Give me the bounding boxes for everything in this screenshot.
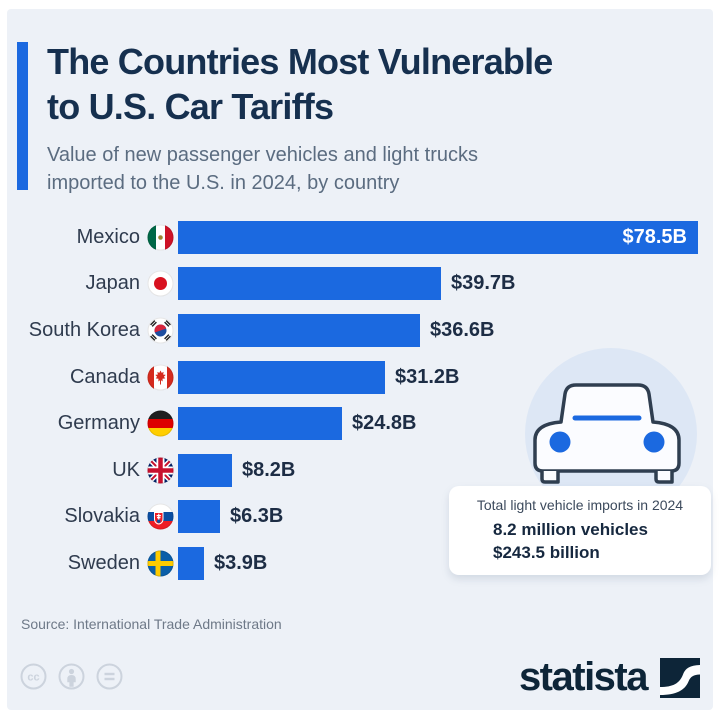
flag-gb-icon <box>147 457 174 484</box>
country-flag <box>147 457 174 484</box>
chart-row: Slovakia $6.3B <box>0 494 712 541</box>
row-label-group: Sweden <box>0 550 174 577</box>
flag-de-icon <box>147 410 174 437</box>
country-flag <box>147 503 174 530</box>
flag-kr-icon <box>147 317 174 344</box>
value-label: $31.2B <box>395 365 460 388</box>
country-flag <box>147 364 174 391</box>
row-label-group: Slovakia <box>0 503 174 530</box>
chart-row: UK $8.2B <box>0 447 712 494</box>
flag-mx-icon <box>147 224 174 251</box>
country-label: UK <box>112 458 140 481</box>
row-label-group: Canada <box>0 364 174 391</box>
value-label: $8.2B <box>242 458 296 481</box>
license-icons: cc <box>20 663 123 690</box>
bar-ca <box>178 360 385 394</box>
flag-se-icon <box>147 550 174 577</box>
chart-row: Sweden $3.9B <box>0 540 712 587</box>
svg-text:cc: cc <box>27 672 39 684</box>
country-label: Japan <box>85 272 141 295</box>
page-subtitle: Value of new passenger vehicles and ligh… <box>47 141 478 197</box>
subtitle-line-1: Value of new passenger vehicles and ligh… <box>47 144 478 166</box>
row-label-group: South Korea <box>0 317 174 344</box>
flag-ca-icon <box>147 364 174 391</box>
row-label-group: Mexico <box>0 224 174 251</box>
chart-row: Canada $31.2B <box>0 354 712 401</box>
chart-row: Germany $24.8B <box>0 400 712 447</box>
row-label-group: UK <box>0 457 174 484</box>
source-text: Source: International Trade Administrati… <box>21 616 282 632</box>
page-title: The Countries Most Vulnerable to U.S. Ca… <box>47 39 553 129</box>
bar-se <box>178 546 204 580</box>
country-flag <box>147 270 174 297</box>
car-headlight-left <box>549 431 571 453</box>
country-label: Canada <box>69 365 140 388</box>
license-cc-icon: cc <box>20 663 47 690</box>
country-label: Germany <box>57 412 140 435</box>
value-label: $78.5B <box>622 225 688 248</box>
bar-de <box>178 407 342 441</box>
license-by-icon <box>58 663 85 690</box>
statista-wordmark: statista <box>518 655 649 699</box>
license-nd-icon <box>96 663 123 690</box>
country-label: Mexico <box>76 225 140 248</box>
value-label: $39.7B <box>451 272 516 295</box>
callout-heading: Total light vehicle imports in 2024 <box>476 497 684 513</box>
title-line-2: to U.S. Car Tariffs <box>47 86 334 127</box>
bar-jp <box>178 267 441 301</box>
chart-row: Mexico $78.5B <box>0 214 712 261</box>
title-line-1: The Countries Most Vulnerable <box>47 41 553 82</box>
callout-stats: 8.2 million vehicles $243.5 billion <box>493 518 711 564</box>
row-label-group: Germany <box>0 410 174 437</box>
callout-stat-value: $243.5 billion <box>493 543 600 562</box>
bar-kr <box>178 313 420 347</box>
bar-chart: Mexico $78.5B Japan $39.7B South Korea $36.6B… <box>0 214 712 587</box>
row-label-group: Japan <box>0 270 174 297</box>
callout-card: Total light vehicle imports in 2024 8.2 … <box>449 486 711 575</box>
country-label: Sweden <box>67 551 140 574</box>
car-icon <box>533 383 681 484</box>
bar-gb <box>178 453 232 487</box>
country-flag <box>147 224 174 251</box>
bar-mx: $78.5B <box>178 220 698 254</box>
country-label: South Korea <box>28 318 140 341</box>
country-flag <box>147 410 174 437</box>
bar-sk <box>178 500 220 534</box>
statista-logo-icon <box>660 658 700 698</box>
value-label: $36.6B <box>430 318 495 341</box>
title-accent-bar <box>17 42 28 190</box>
country-flag <box>147 317 174 344</box>
subtitle-line-2: imported to the U.S. in 2024, by country <box>47 172 400 194</box>
country-label: Slovakia <box>64 505 140 528</box>
chart-row: Japan $39.7B <box>0 261 712 308</box>
value-label: $3.9B <box>214 551 268 574</box>
value-label: $6.3B <box>230 505 284 528</box>
statista-logo: statista <box>519 657 700 698</box>
car-headlight-right <box>643 431 665 453</box>
callout-stat-vehicles: 8.2 million vehicles <box>493 520 648 539</box>
country-flag <box>147 550 174 577</box>
flag-sk-icon <box>147 503 174 530</box>
chart-row: South Korea $36.6B <box>0 307 712 354</box>
flag-jp-icon <box>147 270 174 297</box>
value-label: $24.8B <box>352 412 417 435</box>
